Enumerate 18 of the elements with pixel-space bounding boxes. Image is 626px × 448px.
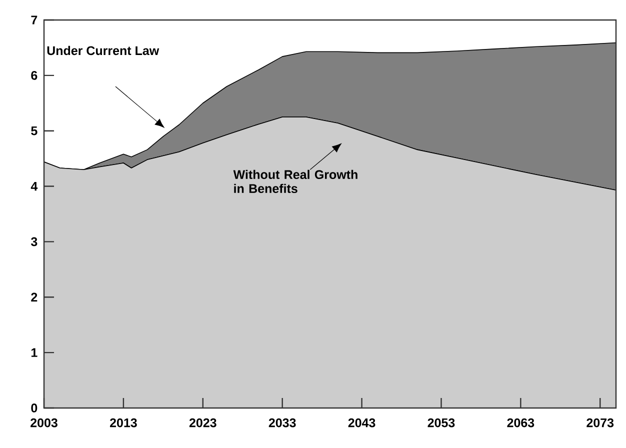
y-tick-label: 4: [30, 182, 38, 191]
y-tick-label: 1: [31, 348, 38, 357]
x-tick-label: 2003: [30, 418, 58, 428]
x-tick-label: 2013: [110, 418, 137, 428]
y-tick-label: 6: [31, 70, 38, 80]
x-tick-label: 2053: [428, 418, 455, 428]
y-tick-label: 5: [31, 126, 38, 136]
annotation: Without Real Growth in Benefits: [233, 170, 358, 194]
x-tick-label: 2073: [586, 418, 614, 428]
x-tick-label: 2023: [189, 418, 216, 428]
y-tick-label: 2: [31, 292, 38, 302]
y-tick-label: 0: [31, 404, 38, 412]
y-tick-label: 3: [30, 237, 38, 246]
x-tick-label: 2063: [507, 418, 534, 428]
x-tick-label: 2033: [268, 418, 296, 428]
annotation: Under Current Law: [47, 46, 160, 56]
y-tick-label: 7: [31, 16, 38, 24]
x-tick-label: 2043: [348, 418, 376, 428]
